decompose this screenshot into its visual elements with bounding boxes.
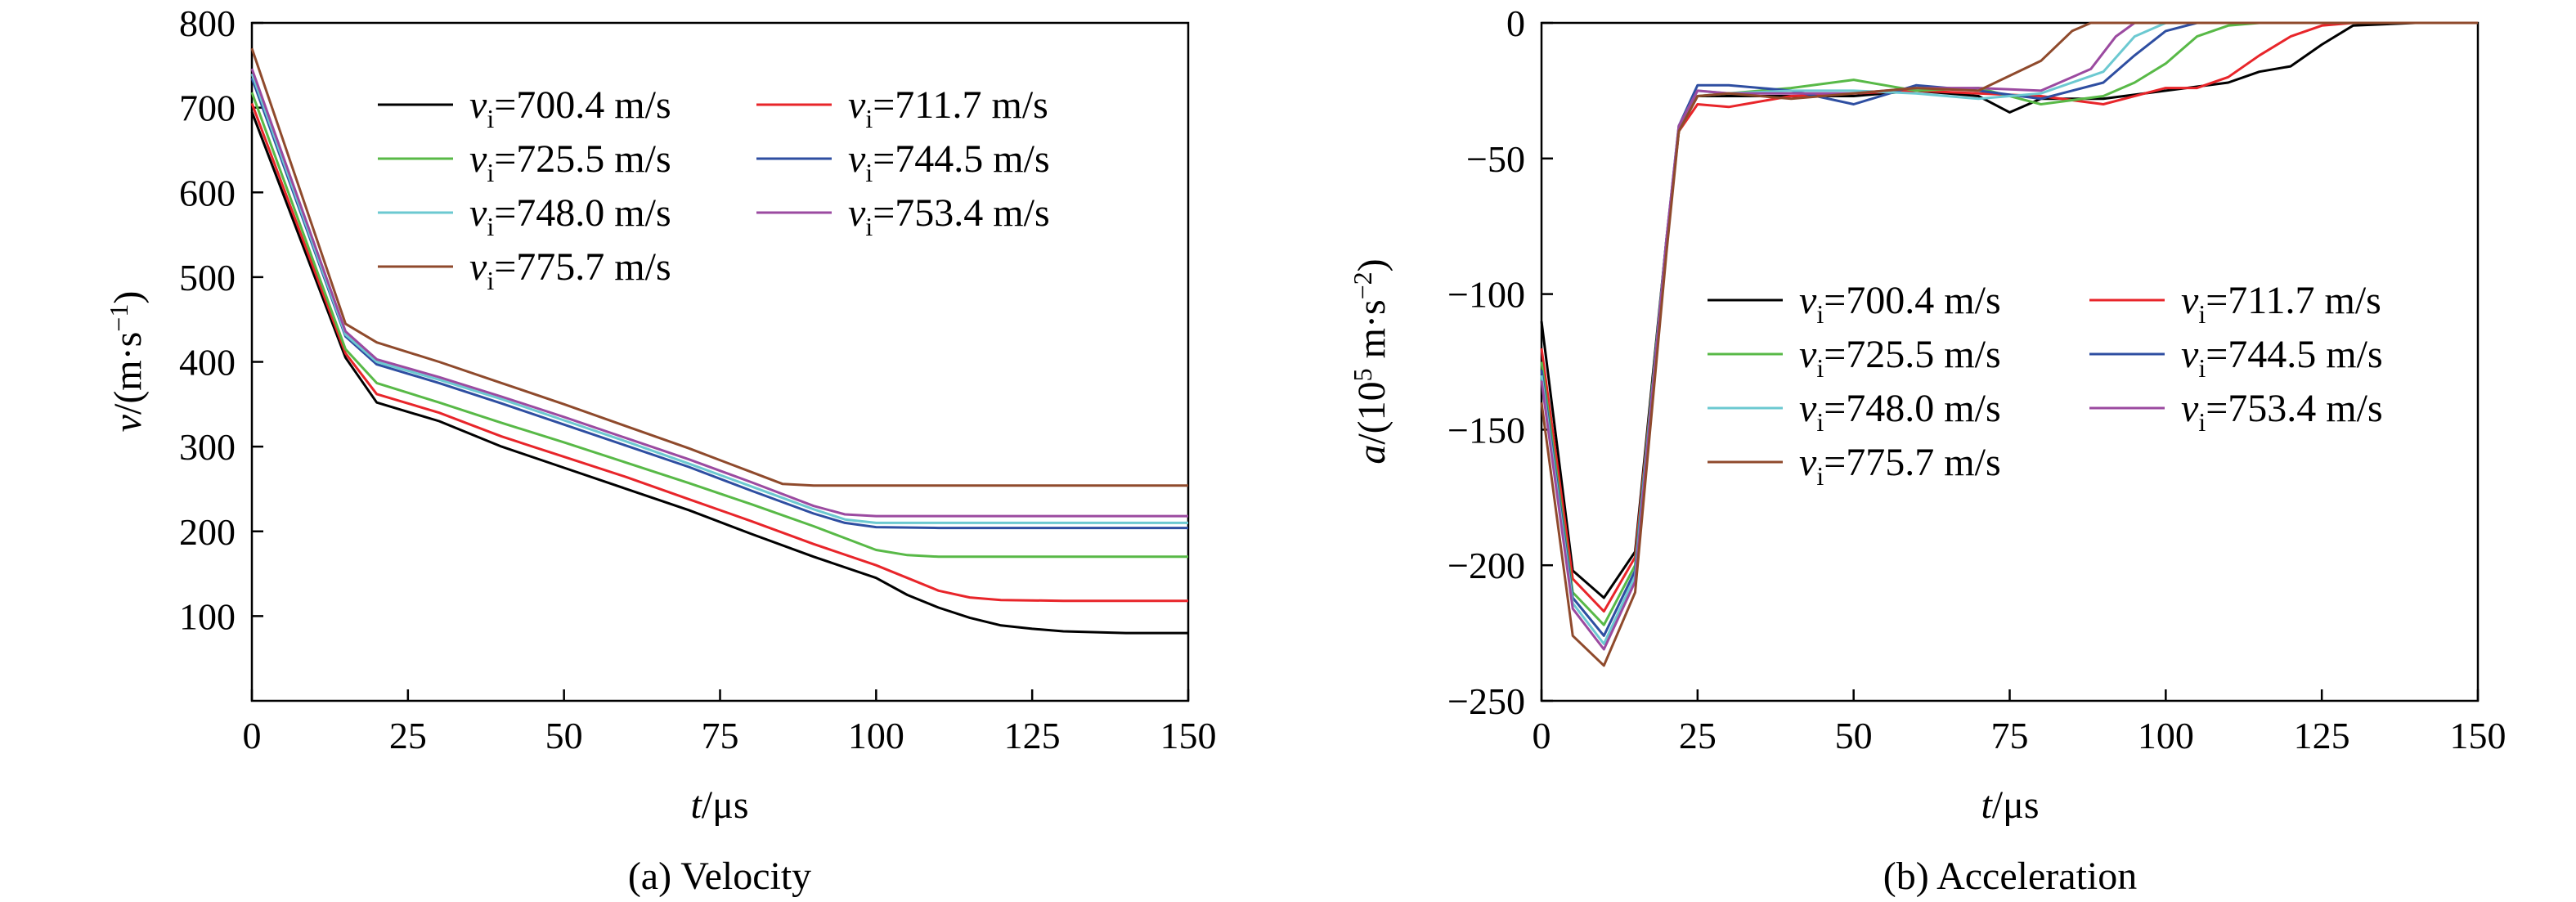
acceleration-series-lines	[1540, 21, 2478, 667]
series-line	[250, 68, 1188, 518]
x-tick-label: 50	[1835, 715, 1873, 756]
y-tick-label: −200	[1447, 545, 1525, 586]
velocity-legend: vi=700.4 m/svi=725.5 m/svi=748.0 m/svi=7…	[378, 83, 1050, 295]
x-tick-label: 25	[1679, 715, 1717, 756]
acceleration-x-axis-label: t/μs	[1981, 783, 2039, 827]
series-line	[250, 77, 1188, 530]
legend-entry: vi=753.4 m/s	[2181, 387, 2383, 437]
series-line	[1540, 21, 2478, 645]
series-line	[250, 73, 1188, 524]
y-tick-label: 600	[179, 172, 236, 213]
x-tick-label: 50	[545, 715, 583, 756]
acceleration-legend: vi=700.4 m/svi=725.5 m/svi=748.0 m/svi=7…	[1708, 279, 2383, 491]
series-line	[1540, 21, 2478, 651]
series-line	[250, 92, 1188, 559]
x-tick-label: 125	[1004, 715, 1061, 756]
x-tick-label: 75	[1991, 715, 2029, 756]
velocity-x-axis-label: t/μs	[690, 783, 748, 827]
series-line	[1540, 21, 2478, 667]
legend-entry: vi=711.7 m/s	[848, 83, 1048, 133]
velocity-y-axis-label: v/(m·s−1)	[104, 291, 150, 433]
velocity-caption: (a) Velocity	[628, 855, 811, 898]
legend-entry: vi=725.5 m/s	[1799, 333, 2001, 383]
legend-entry: vi=744.5 m/s	[2181, 333, 2383, 383]
legend-entry: vi=744.5 m/s	[848, 137, 1050, 187]
x-tick-label: 75	[702, 715, 739, 756]
velocity-series-lines	[250, 47, 1188, 635]
y-tick-label: 500	[179, 257, 236, 298]
x-tick-label: 100	[848, 715, 904, 756]
acceleration-caption: (b) Acceleration	[1883, 855, 2138, 898]
series-line	[250, 111, 1188, 635]
legend-entry: vi=700.4 m/s	[1799, 279, 2001, 329]
legend-entry: vi=753.4 m/s	[848, 191, 1050, 241]
velocity-axis-ticks	[250, 21, 1190, 701]
legend-entry: vi=775.7 m/s	[469, 245, 671, 295]
y-tick-label: 0	[1506, 2, 1525, 44]
acceleration-y-axis-label: a/(105 m·s−2)	[1348, 258, 1393, 464]
legend-entry: vi=711.7 m/s	[2181, 279, 2381, 329]
acceleration-chart: 0 25 50 75 100 125 150 −250 −200 −150 −100 −50 0 vi=…	[1348, 2, 2506, 898]
series-line	[1540, 21, 2478, 637]
legend-entry: vi=748.0 m/s	[1799, 387, 2001, 437]
x-tick-label: 25	[389, 715, 427, 756]
legend-entry: vi=748.0 m/s	[469, 191, 671, 241]
y-tick-label: 700	[179, 88, 236, 129]
y-tick-label: −250	[1447, 680, 1525, 722]
y-tick-label: 100	[179, 595, 236, 637]
x-tick-label: 150	[1160, 715, 1217, 756]
x-tick-label: 0	[243, 715, 262, 756]
series-line	[250, 102, 1188, 603]
x-tick-label: 125	[2294, 715, 2350, 756]
acceleration-tick-labels: 0 25 50 75 100 125 150 −250 −200 −150 −100 −50 0	[1447, 2, 2506, 756]
y-tick-label: 400	[179, 342, 236, 384]
legend-entry: vi=700.4 m/s	[469, 83, 671, 133]
velocity-tick-labels: 0 25 50 75 100 125 150 100 200 300 400 500 600 700 800	[179, 2, 1217, 756]
y-tick-label: −100	[1447, 274, 1525, 316]
y-tick-label: −150	[1447, 409, 1525, 451]
y-tick-label: 300	[179, 426, 236, 468]
series-line	[250, 47, 1188, 487]
y-tick-label: −50	[1466, 138, 1525, 180]
x-tick-label: 0	[1533, 715, 1551, 756]
legend-entry: vi=775.7 m/s	[1799, 441, 2001, 491]
velocity-chart: 0 25 50 75 100 125 150 100 200 300 400 500 600 700 800…	[104, 2, 1217, 898]
x-tick-label: 100	[2138, 715, 2194, 756]
y-tick-label: 200	[179, 511, 236, 553]
y-tick-label: 800	[179, 2, 236, 44]
acceleration-axis-ticks	[1540, 21, 2480, 702]
x-tick-label: 150	[2450, 715, 2506, 756]
legend-entry: vi=725.5 m/s	[469, 137, 671, 187]
